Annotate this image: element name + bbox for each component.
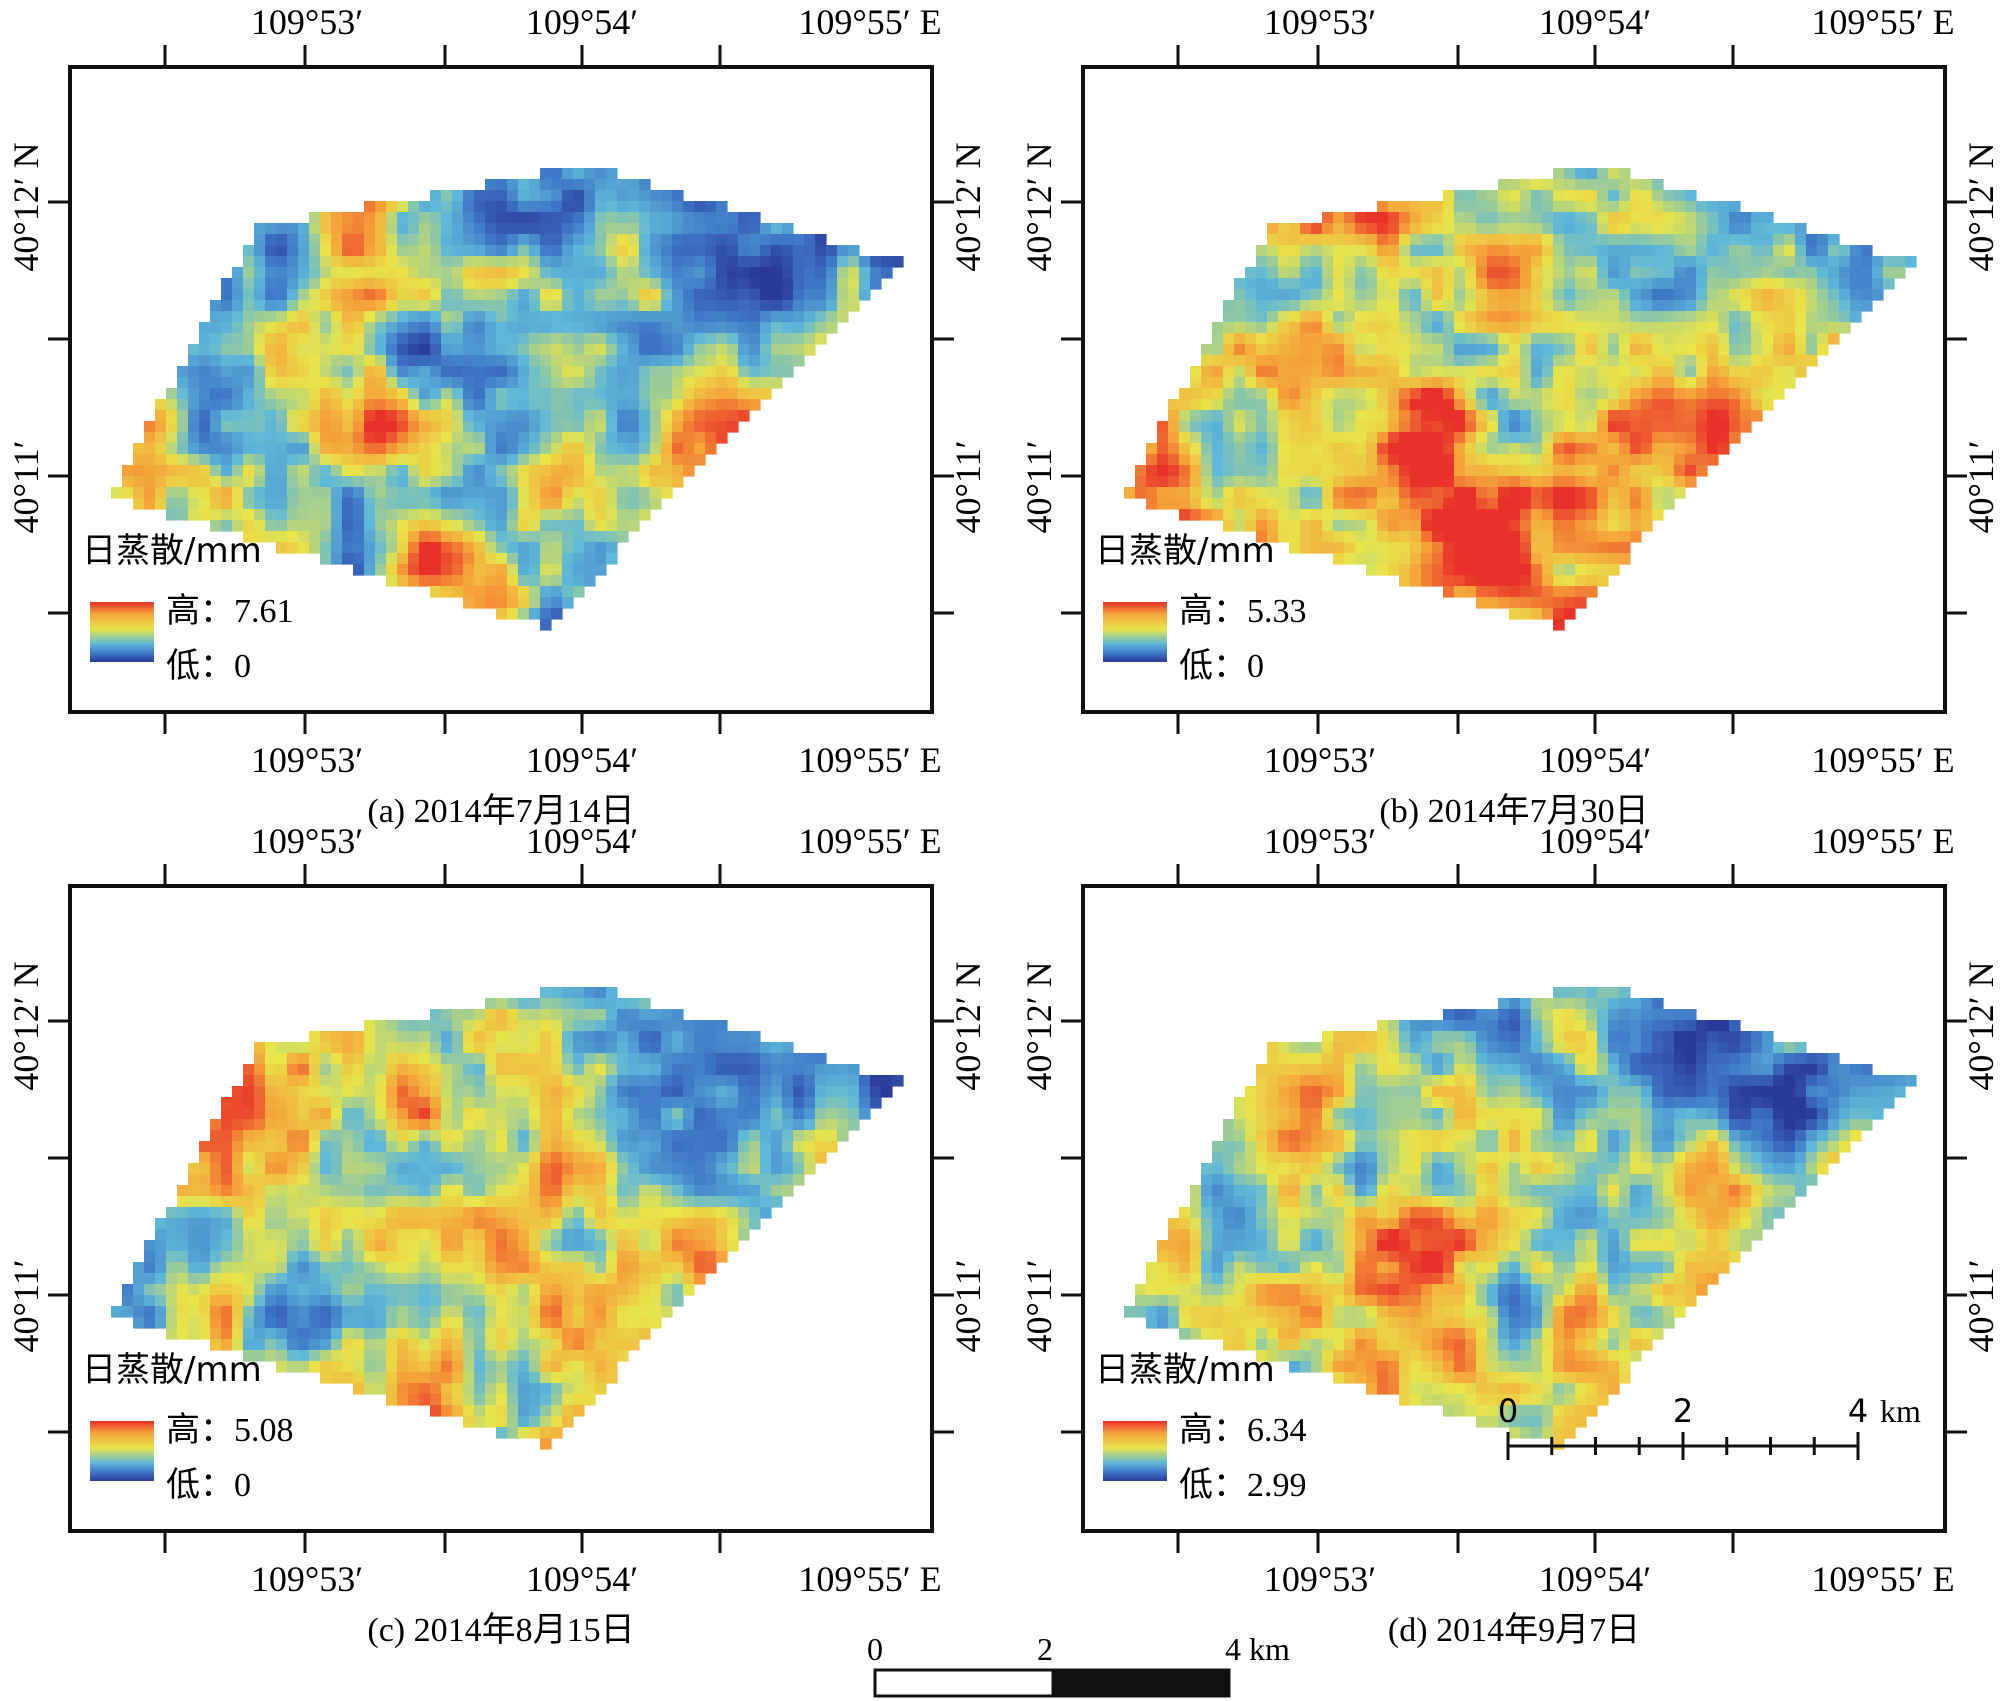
panel-caption: (b) 2014年7月30日 (1379, 792, 1648, 830)
scale-label: 4 km (1225, 1631, 1290, 1667)
evapotranspiration-raster (1124, 168, 1917, 631)
lon-label-bottom: 109°54′ (526, 740, 638, 780)
legend-title: 日蒸散/mm (82, 531, 262, 571)
scale-label: 2 (1037, 1631, 1053, 1667)
legend: 日蒸散/mm 高：6.34 低：2.99 (1095, 1350, 1307, 1504)
legend-low-value: 低：0 (166, 648, 251, 685)
lat-label-left: 40°11′ (1019, 1260, 1059, 1353)
scale-label: 4 (1848, 1392, 1868, 1430)
inset-scale-bar: 0 2 4 km (1498, 1392, 1921, 1460)
lat-label-right: 40°11′ (948, 1260, 988, 1353)
legend-color-ramp (1103, 602, 1167, 662)
lon-label-bottom: 109°54′ (526, 1559, 638, 1599)
lat-label-left: 40°12′ N (6, 142, 46, 271)
scale-label: 0 (1498, 1392, 1518, 1430)
lat-label-right: 40°12′ N (948, 961, 988, 1090)
lat-label-right: 40°11′ (1961, 1260, 2001, 1353)
legend-title: 日蒸散/mm (1095, 1350, 1275, 1390)
legend-title: 日蒸散/mm (1095, 531, 1275, 571)
lat-label-left: 40°11′ (6, 441, 46, 534)
scale-bar-black-segment (1051, 1668, 1231, 1698)
lon-label-bottom: 109°55′ E (1811, 740, 1954, 780)
evapotranspiration-raster (1124, 987, 1917, 1450)
lon-label-top: 109°54′ (1539, 821, 1651, 861)
lon-label-top: 109°55′ E (1811, 2, 1954, 42)
lon-label-bottom: 109°54′ (1539, 740, 1651, 780)
lon-label-top: 109°53′ (1264, 821, 1376, 861)
lon-label-bottom: 109°53′ (251, 1559, 363, 1599)
lon-label-top: 109°55′ E (1811, 821, 1954, 861)
lon-label-top: 109°55′ E (798, 821, 941, 861)
lon-label-bottom: 109°54′ (1539, 1559, 1651, 1599)
panel-caption: (c) 2014年8月15日 (367, 1611, 634, 1649)
scale-label: 2 (1673, 1392, 1693, 1430)
lon-label-top: 109°53′ (1264, 2, 1376, 42)
panel-caption: (d) 2014年9月7日 (1388, 1611, 1640, 1649)
legend-title: 日蒸散/mm (82, 1350, 262, 1390)
lon-label-bottom: 109°55′ E (798, 1559, 941, 1599)
lon-label-top: 109°54′ (1539, 2, 1651, 42)
map-panel-c: 日蒸散/mm 高：5.08 低：0 109°53′ 109°53′ 109°54′ 109°… (6, 821, 988, 1649)
map-panel-d: 日蒸散/mm 高：6.34 低：2.99 109°53′ 109°53′ 109°54′ 1… (1019, 821, 2001, 1649)
legend-low-value: 低：0 (166, 1467, 251, 1504)
lat-label-right: 40°12′ N (1961, 961, 2001, 1090)
map-panel-b: 日蒸散/mm 高：5.33 低：0 109°53′ 109°53′ 109°54′ 109°… (1019, 2, 2001, 830)
map-panel-a: 日蒸散/mm 高：7.61 低：0 109°53′ 109°53′ 109°54′ 109°… (6, 2, 988, 830)
lat-label-right: 40°11′ (948, 441, 988, 534)
legend-low-value: 低：0 (1179, 648, 1264, 685)
scale-bar-white-segment (873, 1668, 1055, 1698)
legend-high-value: 高：5.08 (166, 1411, 294, 1449)
lon-label-bottom: 109°53′ (1264, 740, 1376, 780)
scale-label: 0 (867, 1631, 883, 1667)
lat-label-left: 40°12′ N (1019, 961, 1059, 1090)
lon-label-bottom: 109°55′ E (798, 740, 941, 780)
legend-high-value: 高：7.61 (166, 592, 294, 630)
evapotranspiration-raster (111, 168, 904, 631)
panel-caption: (a) 2014年7月14日 (367, 792, 634, 830)
lat-label-right: 40°12′ N (1961, 142, 2001, 271)
legend: 日蒸散/mm 高：5.33 低：0 (1095, 531, 1307, 685)
lon-label-top: 109°54′ (526, 2, 638, 42)
lon-label-top: 109°53′ (251, 821, 363, 861)
legend-color-ramp (90, 1421, 154, 1481)
legend-low-value: 低：2.99 (1179, 1467, 1307, 1504)
evapotranspiration-raster (111, 987, 904, 1450)
legend: 日蒸散/mm 高：5.08 低：0 (82, 1350, 294, 1504)
legend-color-ramp (1103, 1421, 1167, 1481)
scale-unit: km (1880, 1393, 1921, 1429)
lon-label-bottom: 109°53′ (251, 740, 363, 780)
legend: 日蒸散/mm 高：7.61 低：0 (82, 531, 294, 685)
lon-label-top: 109°54′ (526, 821, 638, 861)
lon-label-bottom: 109°55′ E (1811, 1559, 1954, 1599)
lat-label-right: 40°11′ (1961, 441, 2001, 534)
lat-label-left: 40°12′ N (1019, 142, 1059, 271)
lat-label-left: 40°11′ (1019, 441, 1059, 534)
lon-label-top: 109°55′ E (798, 2, 941, 42)
legend-color-ramp (90, 602, 154, 662)
legend-high-value: 高：5.33 (1179, 592, 1307, 630)
lat-label-right: 40°12′ N (948, 142, 988, 271)
lat-label-left: 40°11′ (6, 1260, 46, 1353)
lon-label-bottom: 109°53′ (1264, 1559, 1376, 1599)
legend-high-value: 高：6.34 (1179, 1411, 1307, 1449)
lon-label-top: 109°53′ (251, 2, 363, 42)
bottom-scale-bar: 0 2 4 km (867, 1631, 1290, 1698)
lat-label-left: 40°12′ N (6, 961, 46, 1090)
